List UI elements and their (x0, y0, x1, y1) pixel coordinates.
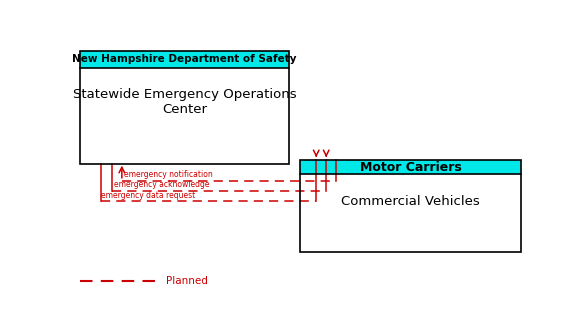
Text: Planned: Planned (166, 276, 208, 286)
Text: New Hampshire Department of Safety: New Hampshire Department of Safety (72, 54, 297, 64)
Text: Commercial Vehicles: Commercial Vehicles (341, 195, 480, 208)
Bar (80, 68, 289, 164)
Text: emergency data request: emergency data request (101, 191, 196, 200)
Bar (80, 51, 289, 68)
Bar (300, 160, 520, 174)
Bar (300, 160, 520, 252)
Text: emergency notification: emergency notification (124, 170, 213, 179)
Bar (80, 51, 289, 164)
Text: emergency acknowledge: emergency acknowledge (114, 180, 210, 189)
Text: Statewide Emergency Operations
Center: Statewide Emergency Operations Center (73, 88, 297, 116)
Text: Motor Carriers: Motor Carriers (360, 161, 461, 174)
Bar (300, 174, 520, 252)
